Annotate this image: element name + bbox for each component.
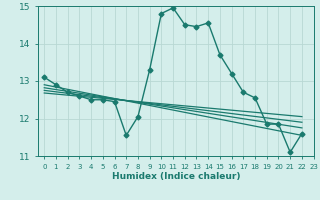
X-axis label: Humidex (Indice chaleur): Humidex (Indice chaleur) [112,172,240,181]
